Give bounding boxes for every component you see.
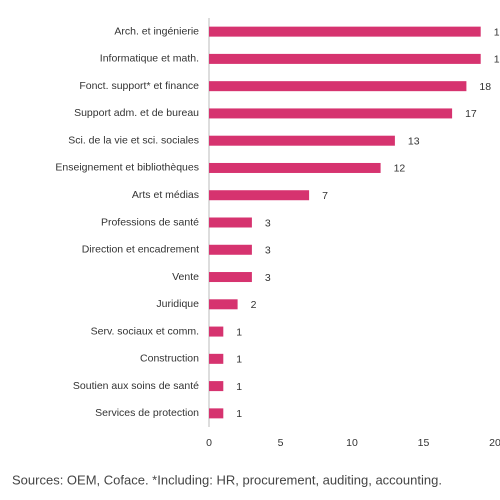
bar [209,353,224,364]
y-tick-label: Direction et encadrement [82,244,199,256]
y-tick-label: Arts et médias [132,189,199,201]
value-label: 12 [394,163,406,175]
value-label: 19 [494,26,500,38]
x-tick-label: 20 [489,437,500,449]
bar [209,162,381,173]
value-label: 1 [236,381,242,393]
value-label: 1 [236,354,242,366]
bar [209,217,252,228]
y-tick-label: Informatique et math. [100,53,199,65]
value-label: 13 [408,135,420,147]
value-label: 1 [236,408,242,420]
x-tick-label: 15 [418,437,430,449]
bar [209,408,224,419]
bar [209,53,481,64]
bar [209,381,224,392]
x-tick-label: 5 [278,437,284,449]
bar [209,272,252,283]
y-tick-label: Support adm. et de bureau [74,107,199,119]
y-tick-label: Vente [172,271,199,283]
value-label: 7 [322,190,328,202]
value-label: 3 [265,272,271,284]
y-tick-label: Serv. sociaux et comm. [91,325,199,337]
bar [209,244,252,255]
bar [209,26,481,37]
bar [209,326,224,337]
value-label: 3 [265,245,271,257]
value-label: 19 [494,54,500,66]
source-note: Sources: OEM, Coface. *Including: HR, pr… [12,472,442,487]
y-tick-label: Juridique [156,298,199,310]
value-label: 3 [265,217,271,229]
value-label: 17 [465,108,477,120]
bar [209,108,453,119]
y-tick-label: Enseignement et bibliothèques [55,162,199,174]
x-tick-label: 10 [346,437,358,449]
y-tick-label: Professions de santé [101,216,199,228]
y-tick-label: Fonct. support* et finance [79,80,199,92]
x-tick-label: 0 [206,437,212,449]
value-label: 18 [479,81,491,93]
y-tick-label: Sci. de la vie et sci. sociales [68,134,199,146]
y-tick-label: Construction [140,353,199,365]
value-label: 2 [251,299,257,311]
y-tick-label: Services de protection [95,407,199,419]
bar [209,135,395,146]
value-label: 1 [236,326,242,338]
bar [209,299,238,310]
y-tick-label: Arch. et ingénierie [114,25,199,37]
bar [209,190,310,201]
bar [209,81,467,92]
y-tick-label: Soutien aux soins de santé [73,380,199,392]
